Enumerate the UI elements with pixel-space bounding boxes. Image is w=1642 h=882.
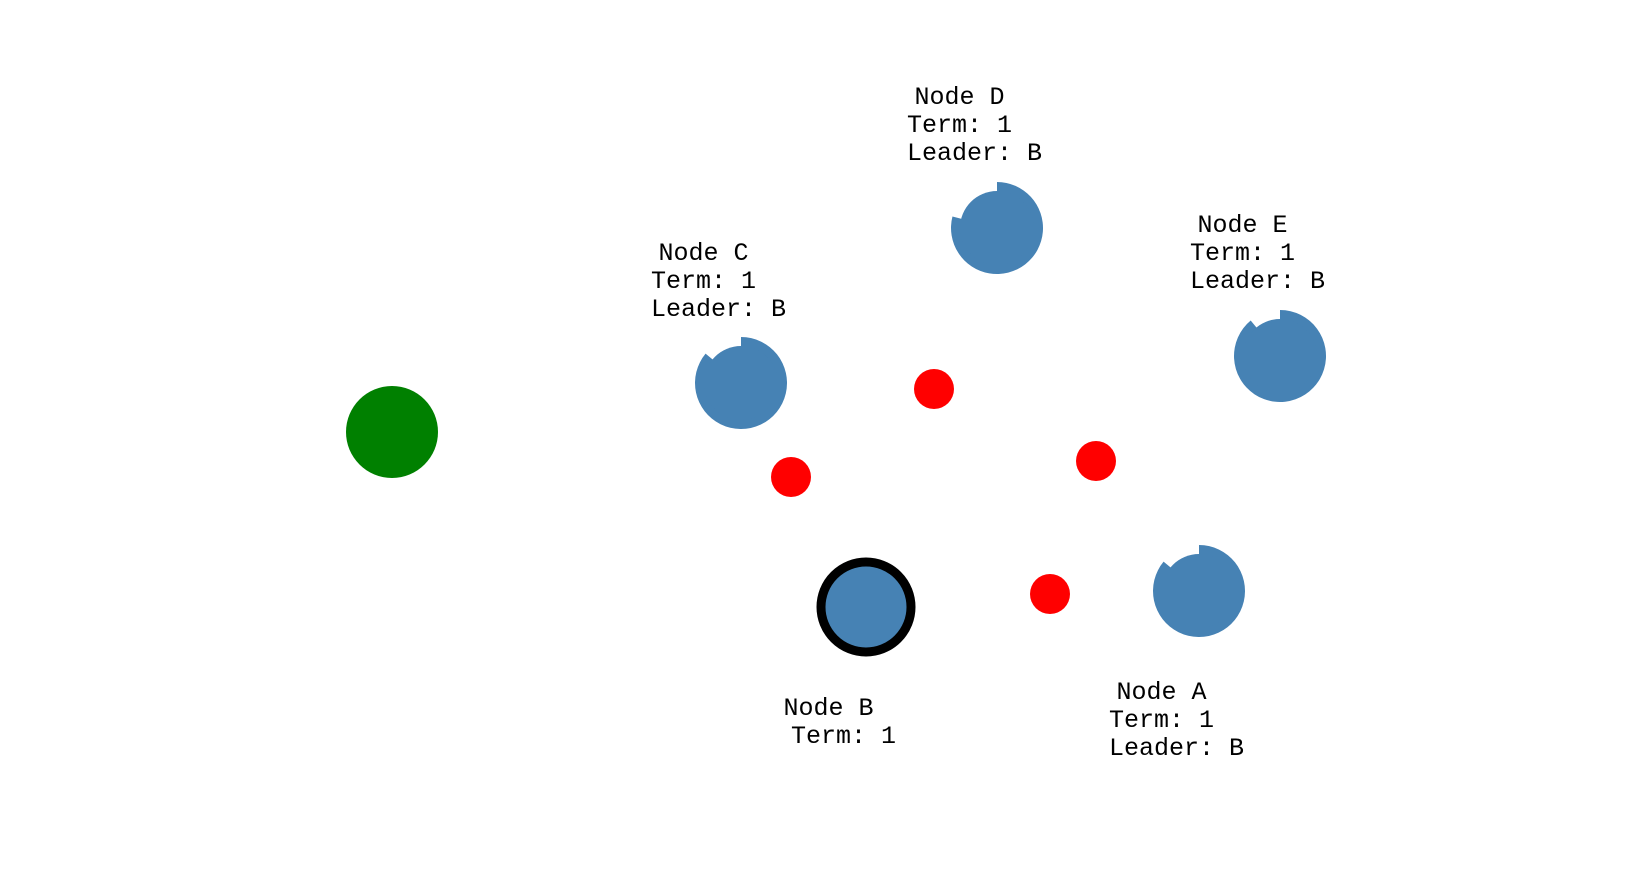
node-d-label: Node D Term: 1 Leader: B [0, 0, 1087, 168]
leader-node-circle[interactable] [816, 557, 916, 657]
node-b-name: Node B [783, 694, 873, 723]
node-a[interactable] [1153, 545, 1246, 637]
node-b-term: Term: 1 [791, 722, 896, 751]
node-a-term: Term: 1 [1109, 706, 1214, 735]
follower-node-core [960, 191, 1034, 265]
node-d[interactable] [951, 182, 1044, 274]
node-a-name: Node A [1116, 678, 1206, 707]
follower-node-core [1162, 554, 1236, 628]
node-a-label: Node A Term: 1 Leader: B [1109, 678, 1244, 763]
node-e-leader: Leader: B [1190, 267, 1325, 296]
node-c-term: Term: 1 [651, 267, 756, 296]
node-c-name: Node C [658, 239, 748, 268]
client-circle[interactable] [346, 386, 438, 478]
node-a-leader: Leader: B [1109, 734, 1244, 763]
message-dot[interactable] [1076, 441, 1116, 481]
node-b-label: Node B Term: 1 [0, 0, 949, 751]
node-e-label: Node E Term: 1 Leader: B [0, 0, 1370, 296]
node-d-leader: Leader: B [907, 139, 1042, 168]
node-c[interactable] [695, 337, 788, 429]
node-b[interactable] [816, 557, 916, 657]
node-d-name: Node D [914, 83, 1004, 112]
node-e-term: Term: 1 [1190, 239, 1295, 268]
node-c-leader: Leader: B [651, 295, 786, 324]
rpc-messages [771, 369, 1116, 614]
node-c-label: Node C Term: 1 Leader: B [0, 0, 831, 324]
node-e-name: Node E [1197, 211, 1287, 240]
follower-node-core [704, 346, 778, 420]
message-dot[interactable] [771, 457, 811, 497]
message-dot[interactable] [1030, 574, 1070, 614]
node-e[interactable] [1234, 310, 1327, 403]
server-nodes [695, 182, 1327, 657]
node-d-term: Term: 1 [907, 111, 1012, 140]
message-dot[interactable] [914, 369, 954, 409]
follower-node-core [1243, 319, 1317, 393]
